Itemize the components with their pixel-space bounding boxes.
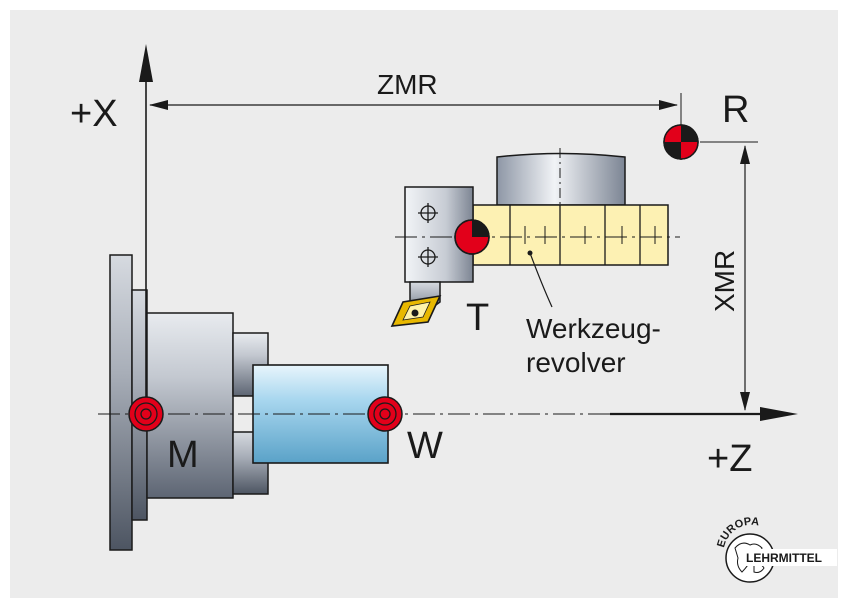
holder-screw-lower-icon: [418, 247, 438, 267]
zmr-arrow-left: [149, 100, 168, 110]
axis-x-label: +X: [70, 93, 118, 135]
point-r-label: R: [722, 89, 749, 131]
turret-label-line2: revolver: [526, 347, 626, 378]
turret-disc: [472, 204, 669, 266]
point-w-label: W: [407, 425, 443, 467]
axis-z-label: +Z: [707, 438, 752, 480]
point-m-label: M: [167, 434, 199, 476]
logo-bottom-text: LEHRMITTEL: [746, 551, 822, 565]
turret-drum: [496, 152, 626, 206]
machine-zero-m-marker: [128, 396, 164, 432]
turret-leader-line: [529, 252, 553, 308]
zmr-arrow-right: [659, 100, 678, 110]
holder-screw-upper-icon: [418, 203, 438, 223]
zmr-label: ZMR: [377, 69, 438, 100]
tool-point-t-marker: [454, 219, 490, 255]
insert-hole: [411, 309, 419, 317]
xmr-arrow-bottom: [740, 392, 750, 411]
tool-turret: [390, 152, 669, 327]
point-t-label: T: [466, 297, 489, 339]
turret-label-line1: Werkzeug-: [526, 313, 661, 344]
xmr-arrow-top: [740, 145, 750, 164]
xmr-label: XMR: [709, 250, 740, 312]
z-axis-arrow: [760, 407, 798, 421]
reference-point-r-marker: [663, 124, 699, 160]
x-axis-arrow: [139, 44, 153, 82]
turret-slots: [509, 205, 656, 265]
workpiece-zero-w-marker: [367, 396, 403, 432]
turret-leader-dot: [527, 250, 533, 256]
chuck-flange: [109, 254, 133, 551]
